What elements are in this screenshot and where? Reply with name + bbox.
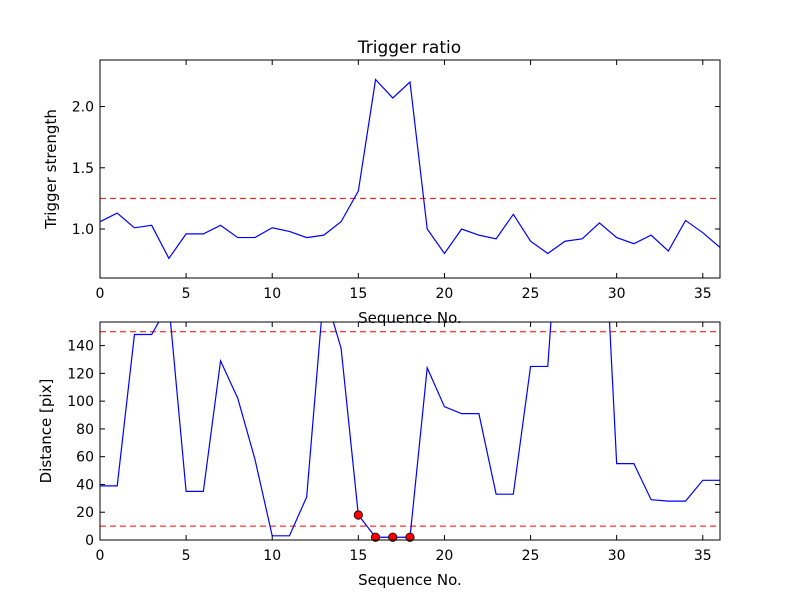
- x-tick-label: 25: [522, 286, 540, 302]
- x-tick-label: 0: [96, 548, 105, 564]
- y-tick-label: 120: [67, 366, 94, 382]
- y-axis-label: Trigger strength: [42, 109, 60, 230]
- y-tick-label: 80: [76, 422, 94, 438]
- x-tick-label: 30: [608, 286, 626, 302]
- x-tick-label: 5: [182, 548, 191, 564]
- plot-frame: [99, 321, 721, 541]
- x-axis-label: Sequence No.: [358, 571, 462, 589]
- x-tick-label: 0: [96, 286, 105, 302]
- y-tick-label: 60: [76, 450, 94, 466]
- y-tick-label: 0: [85, 533, 94, 549]
- distance-panel: 0 5 10 15 20 25 30 35 0 20 40 60 80 100 120 140 Sequen…: [37, 321, 721, 589]
- x-tick-label: 30: [608, 548, 626, 564]
- highlighted-point: [388, 532, 398, 542]
- highlighted-point: [405, 532, 415, 542]
- x-tick-label: 15: [349, 548, 367, 564]
- x-tick-label: 15: [349, 286, 367, 302]
- plot-frame: [99, 59, 721, 279]
- y-tick-label: 1.0: [72, 222, 94, 238]
- chart-title: Trigger ratio: [357, 38, 461, 58]
- series-line: [100, 78, 720, 260]
- y-axis-label: Distance [pix]: [37, 379, 55, 484]
- x-tick-label: 5: [182, 286, 191, 302]
- highlighted-point: [370, 532, 381, 542]
- x-tick-label: 35: [694, 286, 712, 302]
- x-tick-label: 25: [522, 548, 540, 564]
- y-tick-label: 100: [67, 394, 94, 410]
- y-tick-label: 2.0: [72, 100, 94, 116]
- y-tick-label: 140: [67, 339, 94, 355]
- y-tick-label: 20: [76, 505, 94, 521]
- x-tick-label: 35: [694, 548, 712, 564]
- x-tick-label: 10: [263, 286, 281, 302]
- x-tick-label: 20: [436, 548, 454, 564]
- x-axis-label: Sequence No.: [358, 309, 462, 327]
- trigger-ratio-panel: Trigger ratio 0 5 10 15 20 25 30 35 1.0 1.5 2.0 S…: [42, 38, 721, 327]
- y-tick-label: 40: [76, 477, 94, 493]
- highlighted-point: [353, 510, 363, 520]
- x-tick-label: 10: [263, 548, 281, 564]
- x-tick-label: 20: [436, 286, 454, 302]
- y-tick-label: 1.5: [72, 161, 94, 177]
